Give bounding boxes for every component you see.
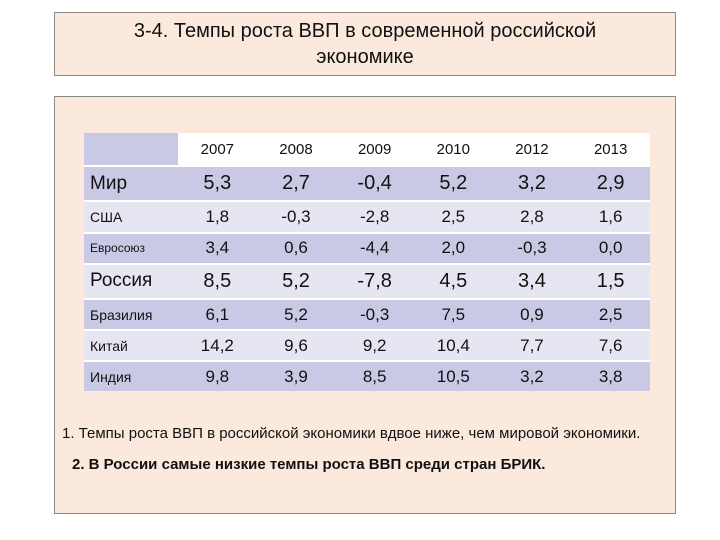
table-corner-cell [84,133,178,166]
table-row-usa: США 1,8 -0,3 -2,8 2,5 2,8 1,6 [84,200,650,233]
value-cell: 0,9 [492,297,572,331]
year-header: 2013 [571,133,650,166]
value-cell: 2,9 [571,164,650,202]
value-cell: -0,3 [335,297,414,331]
value-cell: 7,7 [492,329,572,362]
year-header: 2008 [256,133,336,166]
table-row-eu: Евросоюз 3,4 0,6 -4,4 2,0 -0,3 0,0 [84,231,650,264]
country-label: Мир [84,164,178,202]
value-cell: 0,6 [256,231,336,264]
country-label: Бразилия [84,297,178,331]
value-cell: 5,2 [256,262,336,299]
value-cell: 2,5 [413,200,493,233]
value-cell: 14,2 [178,329,257,362]
value-cell: 2,7 [256,164,336,202]
value-cell: 9,8 [178,360,257,391]
value-cell: 0,0 [571,231,650,264]
value-cell: 5,2 [256,297,336,331]
country-label: США [84,200,178,233]
country-label: Китай [84,329,178,362]
gdp-growth-table: 2007 2008 2009 2010 2012 2013 Мир 5,3 2,… [84,133,650,391]
value-cell: 3,8 [571,360,650,391]
value-cell: 3,2 [492,360,572,391]
value-cell: -2,8 [335,200,414,233]
conclusion-2: 2. В России самые низкие темпы роста ВВП… [72,456,546,473]
value-cell: 1,6 [571,200,650,233]
table-header-row: 2007 2008 2009 2010 2012 2013 [84,133,650,166]
value-cell: 8,5 [335,360,414,391]
value-cell: 7,5 [413,297,493,331]
value-cell: 3,4 [492,262,572,299]
value-cell: 5,2 [413,164,493,202]
table-row-india: Индия 9,8 3,9 8,5 10,5 3,2 3,8 [84,360,650,391]
value-cell: 10,5 [413,360,493,391]
year-header: 2009 [335,133,414,166]
table-row-brazil: Бразилия 6,1 5,2 -0,3 7,5 0,9 2,5 [84,297,650,331]
value-cell: 9,2 [335,329,414,362]
year-header: 2007 [178,133,257,166]
value-cell: -0,3 [492,231,572,264]
value-cell: 2,0 [413,231,493,264]
country-label: Евросоюз [84,231,178,264]
value-cell: 2,5 [571,297,650,331]
value-cell: -0,4 [335,164,414,202]
table-row-china: Китай 14,2 9,6 9,2 10,4 7,7 7,6 [84,329,650,362]
value-cell: 4,5 [413,262,493,299]
value-cell: 5,3 [178,164,257,202]
country-label: Россия [84,262,178,299]
value-cell: 7,6 [571,329,650,362]
value-cell: 1,8 [178,200,257,233]
value-cell: 10,4 [413,329,493,362]
value-cell: 6,1 [178,297,257,331]
value-cell: 3,2 [492,164,572,202]
value-cell: 3,9 [256,360,336,391]
value-cell: 8,5 [178,262,257,299]
year-header: 2010 [413,133,493,166]
country-label: Индия [84,360,178,391]
value-cell: 2,8 [492,200,572,233]
year-header: 2012 [492,133,572,166]
title-box: 3-4. Темпы роста ВВП в современной росси… [54,12,676,76]
value-cell: -4,4 [335,231,414,264]
value-cell: 9,6 [256,329,336,362]
conclusion-1: 1. Темпы роста ВВП в российской экономик… [62,425,641,442]
table-row-russia: Россия 8,5 5,2 -7,8 4,5 3,4 1,5 [84,262,650,299]
conclusions: 1. Темпы роста ВВП в российской экономик… [62,422,666,476]
value-cell: 3,4 [178,231,257,264]
slide-title: 3-4. Темпы роста ВВП в современной росси… [133,20,597,68]
table-row-world: Мир 5,3 2,7 -0,4 5,2 3,2 2,9 [84,164,650,202]
value-cell: 1,5 [571,262,650,299]
value-cell: -0,3 [256,200,336,233]
value-cell: -7,8 [335,262,414,299]
